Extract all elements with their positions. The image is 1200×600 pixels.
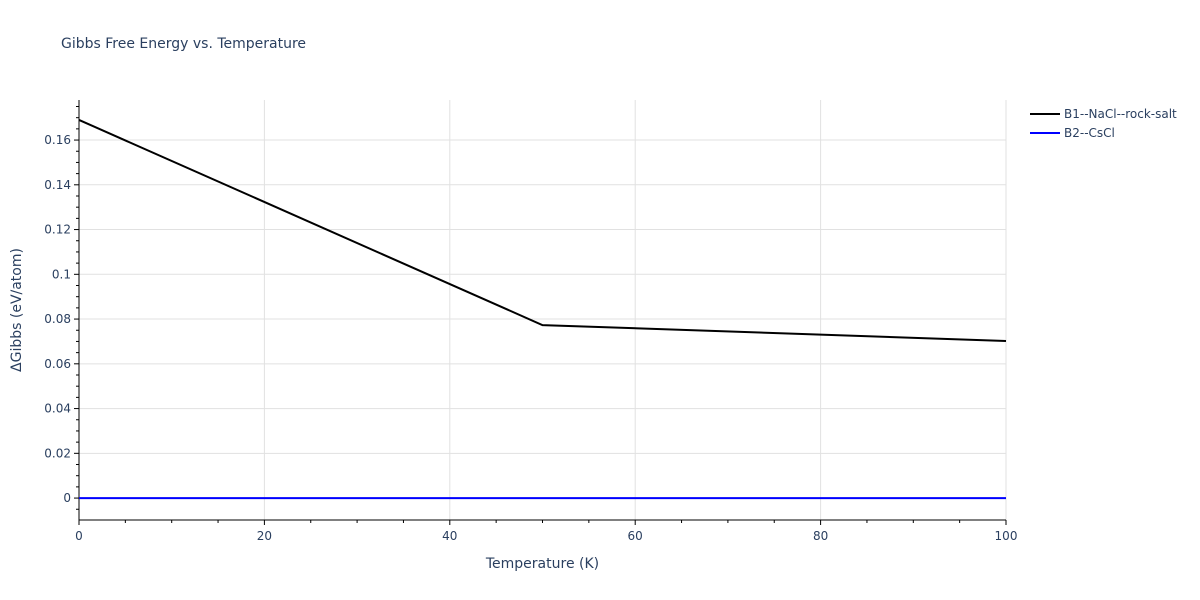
y-tick-label: 0.02 xyxy=(44,446,71,460)
y-tick-label: 0.14 xyxy=(44,178,71,192)
y-axis-title: ΔGibbs (eV/atom) xyxy=(9,248,25,372)
x-tick-label: 100 xyxy=(995,529,1018,543)
y-tick-label: 0.06 xyxy=(44,357,71,371)
chart-title: Gibbs Free Energy vs. Temperature xyxy=(61,36,307,52)
x-tick-label: 20 xyxy=(257,529,272,543)
y-tick-label: 0.08 xyxy=(44,312,71,326)
x-tick-label: 0 xyxy=(75,529,83,543)
legend-item-label[interactable]: B1--NaCl--rock-salt xyxy=(1064,107,1177,121)
y-tick-label: 0.16 xyxy=(44,133,71,147)
y-tick-label: 0 xyxy=(63,491,71,505)
y-tick-label: 0.12 xyxy=(44,223,71,237)
x-axis-title: Temperature (K) xyxy=(485,556,599,572)
x-tick-label: 80 xyxy=(813,529,828,543)
series-line-0 xyxy=(78,119,1007,342)
x-tick-label: 40 xyxy=(442,529,457,543)
y-tick-label: 0.04 xyxy=(44,402,71,416)
legend-item-label[interactable]: B2--CsCl xyxy=(1064,126,1115,140)
y-tick-label: 0.1 xyxy=(52,267,71,281)
x-tick-label: 60 xyxy=(628,529,643,543)
